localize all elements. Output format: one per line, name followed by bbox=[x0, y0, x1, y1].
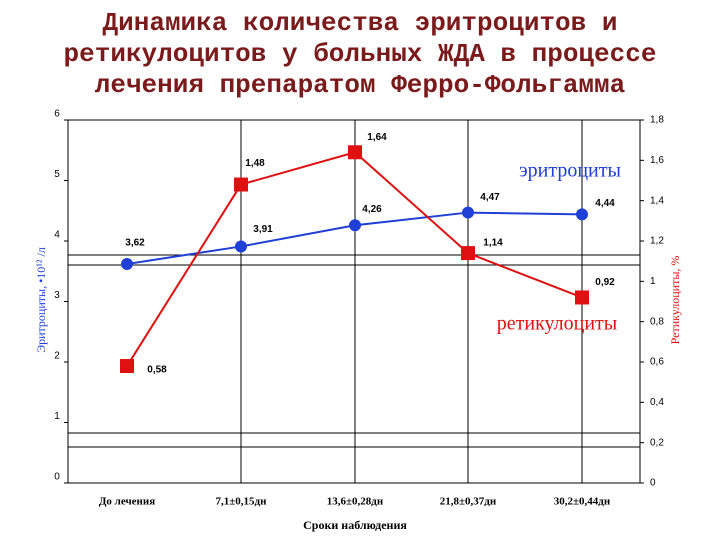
x-tick-label: 30,2±0,44дн bbox=[554, 496, 611, 508]
y-tick-label: 0 bbox=[54, 472, 60, 483]
point bbox=[234, 177, 248, 192]
point bbox=[575, 290, 589, 305]
point bbox=[461, 246, 475, 261]
legend-label: эритроциты bbox=[519, 160, 621, 182]
value-label: 0,92 bbox=[595, 277, 615, 288]
y-tick-label: 3 bbox=[54, 290, 60, 301]
y2-tick-label: 0,6 bbox=[650, 357, 664, 368]
y-tick-label: 6 bbox=[54, 109, 60, 120]
y-tick-label: 4 bbox=[54, 230, 60, 241]
y2-tick-label: 1 bbox=[650, 276, 656, 287]
y2-tick-label: 1,8 bbox=[650, 115, 664, 126]
x-tick-label: 21,8±0,37дн bbox=[440, 496, 497, 508]
point bbox=[235, 240, 247, 253]
y2-tick-label: 1,2 bbox=[650, 236, 664, 247]
point bbox=[121, 257, 133, 270]
value-label: 1,64 bbox=[367, 132, 387, 143]
point bbox=[348, 145, 362, 160]
y-tick-label: 1 bbox=[54, 411, 60, 422]
value-label: 4,47 bbox=[480, 192, 500, 203]
value-label: 0,58 bbox=[147, 365, 167, 376]
x-tick-label: 13,6±0,28дн bbox=[327, 496, 384, 508]
y-tick-label: 5 bbox=[54, 169, 60, 180]
chart-title: Динамика количества эритроцитов и ретику… bbox=[63, 8, 657, 100]
value-label: 1,14 bbox=[483, 238, 503, 249]
value-label: 3,62 bbox=[125, 238, 145, 249]
legend-label: ретикулоциты bbox=[497, 313, 617, 335]
y2-axis-label: Ретикулоциты, % bbox=[668, 256, 682, 345]
point bbox=[349, 219, 361, 232]
y2-tick-label: 1,4 bbox=[650, 195, 664, 206]
value-label: 4,44 bbox=[595, 198, 615, 209]
y2-tick-label: 0,4 bbox=[650, 397, 664, 408]
value-label: 3,91 bbox=[253, 224, 273, 235]
y2-tick-label: 0,8 bbox=[650, 316, 664, 327]
x-tick-label: До лечения bbox=[99, 496, 155, 508]
x-tick-label: 7,1±0,15дн bbox=[216, 496, 268, 508]
x-axis-label: Сроки наблюдения bbox=[303, 518, 407, 532]
y-tick-label: 2 bbox=[54, 351, 60, 362]
y2-tick-label: 1,6 bbox=[650, 155, 664, 166]
point bbox=[462, 206, 474, 219]
value-label: 1,48 bbox=[245, 158, 265, 169]
point bbox=[576, 208, 588, 221]
y-axis-label: Эритроциты, •10¹² /л bbox=[34, 247, 48, 353]
y2-tick-label: 0,2 bbox=[650, 437, 664, 448]
y2-tick-label: 0 bbox=[650, 478, 656, 489]
point bbox=[120, 359, 134, 374]
value-label: 4,26 bbox=[362, 204, 382, 215]
